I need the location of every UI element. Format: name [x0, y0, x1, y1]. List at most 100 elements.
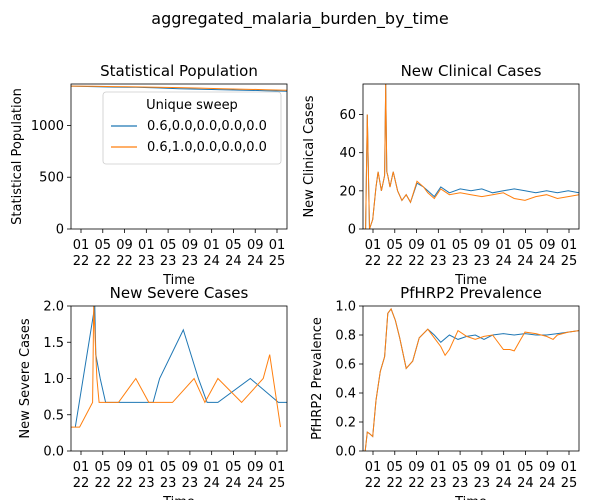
x-tick-label: 09 [539, 460, 556, 475]
series-line-2 [363, 84, 579, 229]
x-tick-label: 01 [561, 238, 578, 253]
x-tick-label: 09 [408, 238, 425, 253]
series-line-1 [363, 84, 579, 229]
x-tick-label: 23 [474, 476, 491, 491]
x-tick-label: 05 [95, 238, 112, 253]
y-tick-label: 0 [56, 223, 64, 238]
x-tick-label: 01 [430, 238, 447, 253]
x-tick-label: 05 [517, 238, 534, 253]
x-tick-label: 25 [269, 476, 286, 491]
x-tick-label: 09 [116, 460, 133, 475]
subplot-1: Statistical Population050010000122052209… [10, 62, 288, 288]
y-tick-label: 0.8 [335, 329, 356, 344]
y-tick-label: 1.0 [43, 372, 64, 387]
x-tick-label: 05 [387, 460, 404, 475]
x-tick-label: 01 [430, 460, 447, 475]
subplot-title: New Clinical Cases [401, 62, 542, 80]
y-axis-label: Statistical Population [10, 88, 25, 225]
x-tick-label: 01 [365, 238, 382, 253]
x-tick-label: 23 [430, 254, 447, 269]
x-tick-label: 23 [160, 476, 177, 491]
y-tick-label: 2.0 [43, 300, 64, 315]
y-tick-label: 1.5 [43, 336, 64, 351]
y-tick-label: 0.6 [335, 358, 356, 373]
x-tick-label: 24 [203, 476, 220, 491]
x-tick-label: 09 [116, 238, 133, 253]
x-axis-label: Time [162, 495, 195, 500]
x-tick-label: 25 [561, 254, 578, 269]
x-tick-label: 01 [269, 460, 286, 475]
y-tick-label: 0.0 [335, 445, 356, 460]
legend-box [102, 91, 282, 165]
figure-suptitle: aggregated_malaria_burden_by_time [151, 9, 448, 29]
x-tick-label: 01 [203, 460, 220, 475]
y-axis-label: New Severe Cases [18, 318, 33, 438]
x-tick-label: 24 [495, 476, 512, 491]
series-line-1 [74, 306, 287, 428]
subplot-title: Statistical Population [100, 62, 258, 80]
x-tick-label: 01 [269, 238, 286, 253]
x-tick-label: 22 [116, 254, 133, 269]
y-tick-label: 0.2 [335, 416, 356, 431]
x-tick-label: 09 [539, 238, 556, 253]
x-tick-label: 25 [269, 254, 286, 269]
subplot-3: New Severe Cases0.00.51.01.52.0012205220… [18, 284, 288, 504]
y-tick-label: 60 [339, 108, 356, 123]
axes-frame [362, 83, 580, 230]
series-line-2 [71, 306, 281, 428]
x-tick-label: 01 [203, 238, 220, 253]
y-tick-label: 500 [39, 171, 64, 186]
x-axis-label: Time [454, 273, 487, 288]
x-axis-label: Time [162, 273, 195, 288]
x-tick-label: 22 [408, 254, 425, 269]
x-tick-label: 24 [517, 476, 534, 491]
y-tick-label: 0.0 [43, 445, 64, 460]
x-tick-label: 05 [517, 460, 534, 475]
series-line-2 [363, 307, 579, 451]
x-tick-label: 09 [182, 460, 199, 475]
legend-entry: 0.6,1.0,0.0,0.0,0.0 [147, 140, 267, 155]
x-tick-label: 22 [365, 476, 382, 491]
x-axis-label: Time [454, 495, 487, 500]
x-tick-label: 09 [408, 460, 425, 475]
subplot-title: PfHRP2 Prevalence [400, 284, 542, 302]
x-tick-label: 22 [387, 254, 404, 269]
subplot-title: New Severe Cases [110, 284, 249, 302]
y-tick-label: 0 [348, 223, 356, 238]
x-tick-label: 24 [495, 254, 512, 269]
y-axis-label: New Clinical Cases [302, 95, 317, 217]
x-tick-label: 24 [225, 254, 242, 269]
x-tick-label: 05 [387, 238, 404, 253]
x-tick-label: 23 [474, 254, 491, 269]
y-tick-label: 0.4 [335, 387, 356, 402]
y-tick-label: 0.5 [43, 408, 64, 423]
x-tick-label: 22 [365, 254, 382, 269]
y-axis-label: PfHRP2 Prevalence [310, 317, 325, 440]
series-line-1 [363, 307, 579, 451]
subplot-4: PfHRP2 Prevalence 0.0 0.2 0.4 0.6 0.8 1.0 01 22 0… [310, 284, 580, 504]
x-tick-label: 09 [182, 238, 199, 253]
x-tick-label: 05 [452, 460, 469, 475]
axes-frame [70, 305, 288, 452]
x-tick-label: 24 [225, 476, 242, 491]
x-tick-label: 22 [73, 254, 90, 269]
x-tick-label: 24 [203, 254, 220, 269]
x-tick-label: 22 [73, 476, 90, 491]
legend: Unique sweep 0.6,0.0,0.0,0.0,0.0 0.6,1.0,0… [102, 91, 282, 165]
x-tick-label: 05 [95, 460, 112, 475]
axes-frame [362, 305, 580, 452]
y-tick-label: 40 [339, 146, 356, 161]
x-tick-label: 01 [138, 460, 155, 475]
x-tick-label: 01 [73, 238, 90, 253]
x-tick-label: 23 [138, 254, 155, 269]
x-tick-label: 23 [182, 476, 199, 491]
x-tick-label: 01 [73, 460, 90, 475]
x-tick-label: 24 [247, 254, 264, 269]
x-tick-label: 23 [160, 254, 177, 269]
x-tick-label: 22 [95, 476, 112, 491]
x-tick-label: 23 [452, 476, 469, 491]
x-tick-label: 24 [517, 254, 534, 269]
y-tick-label: 1.0 [335, 300, 356, 315]
